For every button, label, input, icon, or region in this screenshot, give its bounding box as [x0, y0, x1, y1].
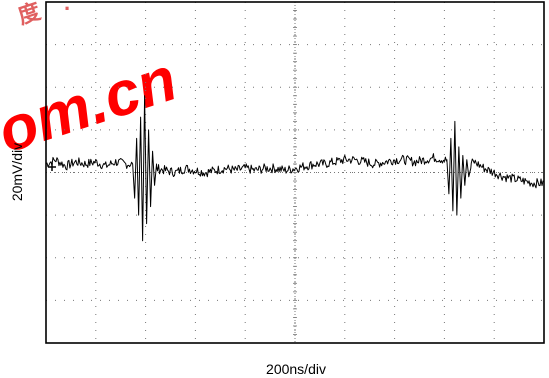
- y-axis-label: 20mV/div: [9, 143, 25, 201]
- center-axis-ticks: [46, 2, 544, 343]
- trace-layer: [45, 95, 545, 242]
- watermark-fragment-dot: .: [64, 0, 70, 15]
- watermark-text: om.cn: [0, 44, 185, 166]
- trigger-marker-icon: [48, 162, 56, 171]
- x-axis-label: 200ns/div: [266, 361, 326, 377]
- screen-frame: [45, 1, 545, 344]
- signal-trace: [45, 95, 545, 242]
- graticule-grid: [46, 2, 544, 343]
- trigger-level-marker: [48, 162, 56, 171]
- watermark: 度 . om.cn: [0, 0, 185, 167]
- watermark-fragment: 度: [15, 0, 45, 29]
